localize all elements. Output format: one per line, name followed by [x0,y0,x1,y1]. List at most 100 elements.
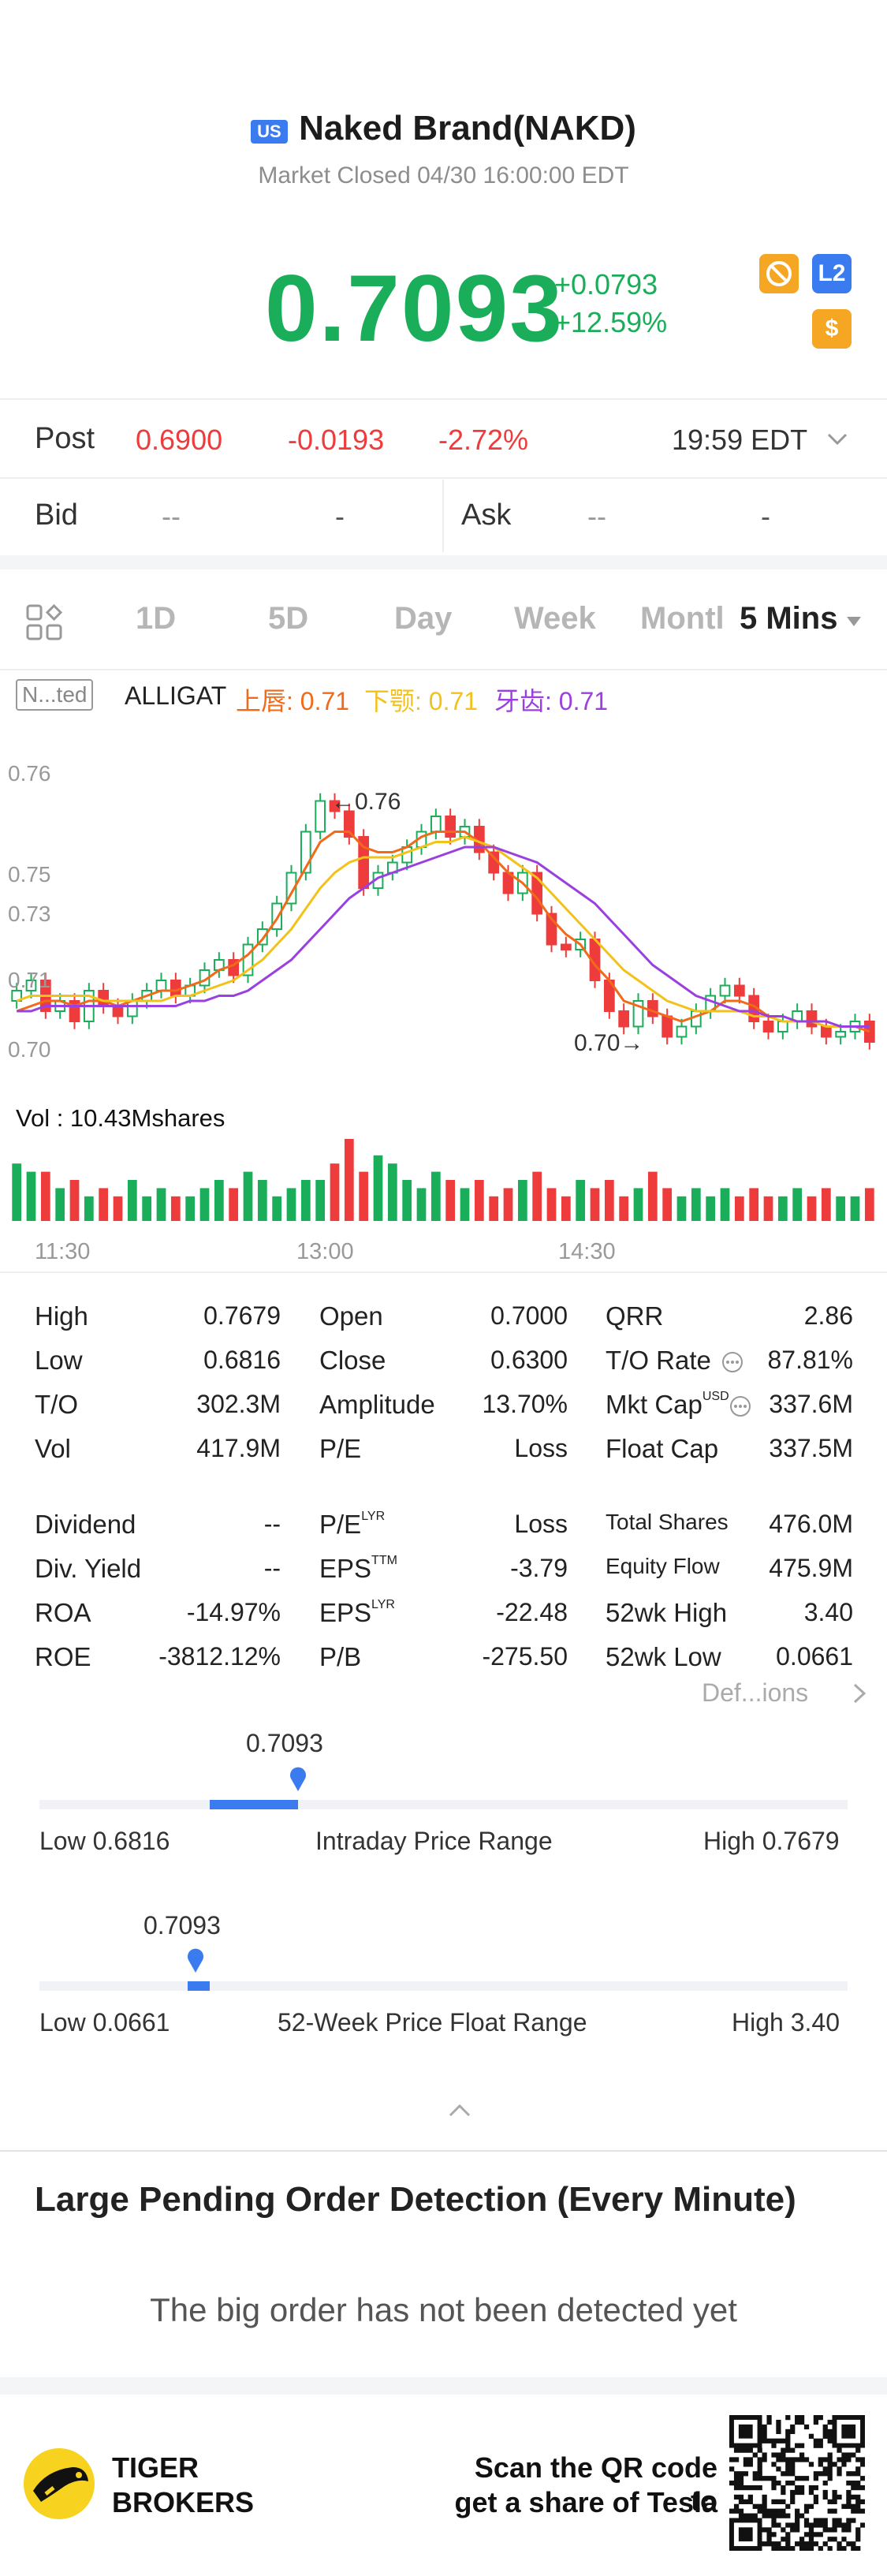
chevron-right-icon[interactable] [850,1680,869,1711]
qr-module [785,2503,791,2509]
volume-bar [286,1188,296,1221]
qr-module [790,2424,796,2430]
volume-bar [836,1196,846,1221]
qr-module [818,2471,823,2477]
qr-module [781,2471,786,2477]
qr-module [855,2457,861,2462]
intraday-high: High 0.7679 [703,1827,840,1855]
qr-module [813,2532,818,2537]
tab-5d[interactable]: 5D [268,601,309,636]
level2-icon[interactable]: L2 [812,254,852,293]
no-trade-icon[interactable] [759,254,799,293]
definitions-link[interactable]: Def...ions [702,1678,809,1707]
info-icon[interactable] [721,1350,744,1378]
qr-module [790,2447,796,2453]
tab-1d[interactable]: 1D [136,601,177,636]
qr-module [832,2518,837,2523]
qr-module [832,2508,837,2514]
qr-module [799,2452,805,2458]
volume-bar [532,1171,542,1221]
caret-down-icon[interactable] [845,615,863,632]
x-tick-label: 11:30 [35,1239,90,1264]
indicator-tag[interactable]: N...ted [16,679,94,711]
qr-module [762,2508,767,2514]
qr-module [855,2537,861,2542]
stat-value: 302.3M [196,1390,281,1418]
tab-month[interactable]: Montl [640,601,725,636]
qr-module [752,2471,758,2477]
ask-size: - [761,500,770,532]
qr-module [851,2452,856,2458]
volume-bar [142,1196,152,1221]
qr-module [808,2489,814,2496]
indicator-name[interactable]: ALLIGAT [125,681,227,710]
qr-module [841,2457,847,2462]
volume-bar [315,1180,326,1221]
qr-module [860,2457,865,2462]
qr-module [781,2499,786,2504]
candle [777,1021,788,1032]
qr-module [771,2499,777,2504]
stat-label: T/O [35,1390,78,1419]
qr-module [757,2503,762,2509]
volume-label: Vol : 10.43Mshares [16,1104,225,1132]
week52-range-fill [188,1981,210,1991]
chevron-up-icon[interactable] [446,2101,473,2122]
qr-module [837,2546,842,2551]
bid-label: Bid [35,498,78,532]
qr-module [738,2471,744,2477]
price-chart[interactable]: 0.76 0.75 0.73 0.71 0.70 ←0.76 0.70→ Vol : 1… [0,734,887,1270]
qr-module [738,2508,744,2514]
stat-label: P/B [319,1642,362,1671]
qr-module [747,2447,753,2453]
stat-label: QRR [606,1301,664,1331]
stat-value: 0.6816 [203,1346,281,1374]
tab-week[interactable]: Week [514,601,596,636]
qr-module [743,2513,749,2518]
tab-5-mins[interactable]: 5 Mins [740,601,838,636]
stat-label: T/O Rate [606,1346,711,1375]
location-pin-icon [186,1948,205,1977]
volume-bar [792,1188,803,1221]
x-tick-label: 14:30 [558,1239,616,1264]
qr-module [799,2419,805,2425]
info-icon[interactable] [729,1394,752,1422]
qr-module [785,2537,791,2542]
dollar-icon[interactable]: $ [812,309,852,349]
stats-grid: High 0.7679 Low 0.6816 T/O 302.3M Vol 417.9M Div… [0,1301,887,1680]
post-time[interactable]: 19:59 EDT [672,424,808,456]
volume-bar [214,1180,224,1221]
qr-module [743,2471,749,2477]
grid-menu-icon[interactable] [25,603,65,647]
tab-day[interactable]: Day [394,601,453,636]
candle [11,990,23,1002]
qr-module [855,2466,861,2472]
qr-module [757,2447,762,2453]
qr-module [747,2485,753,2491]
qr-module [837,2466,842,2472]
qr-module [776,2522,781,2528]
week52-title: 52-Week Price Float Range [278,2008,587,2037]
chevron-down-icon[interactable] [824,426,851,457]
qr-module [790,2527,796,2533]
week52-high: High 3.40 [732,2008,840,2037]
week52-current-value: 0.7093 [143,1911,221,1939]
y-tick-label: 0.71 [8,968,51,992]
qr-module [795,2513,800,2518]
qr-module [822,2481,828,2486]
qr-module [766,2419,772,2425]
qr-module [813,2541,818,2547]
qr-module [803,2532,810,2537]
qr-module [832,2537,837,2542]
qr-module [790,2471,796,2477]
volume-bar [185,1196,196,1221]
qr-module [766,2541,772,2547]
qr-module [766,2415,772,2421]
qr-module [738,2476,744,2481]
qr-module [776,2499,781,2504]
qr-module [799,2476,805,2481]
volume-bar [850,1196,860,1221]
qr-module [803,2503,810,2509]
qr-module [785,2513,791,2518]
qr-code-icon[interactable] [729,2415,865,2551]
